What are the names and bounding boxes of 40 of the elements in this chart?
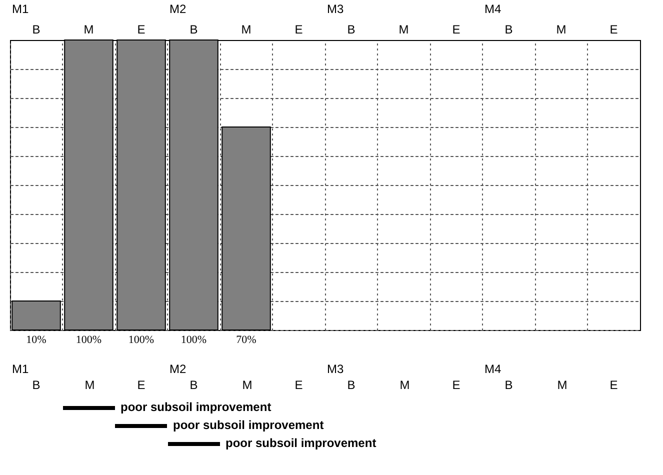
data-label: 100% xyxy=(76,334,102,346)
data-label: 70% xyxy=(236,334,256,346)
x-tick-label: M xyxy=(398,22,409,36)
x-tick-label: B xyxy=(32,22,40,36)
category-label: M xyxy=(400,378,410,392)
category-label: E xyxy=(610,378,618,392)
text: M1 xyxy=(12,2,29,16)
text: M2 xyxy=(170,2,186,16)
category-label: B xyxy=(504,378,513,392)
text: M4 xyxy=(484,362,502,376)
x-tick-label: B xyxy=(190,22,198,36)
text: poor subsoil improvement xyxy=(173,418,324,432)
text: M1 xyxy=(12,362,29,376)
x-tick-label: B xyxy=(347,22,356,36)
text: M3 xyxy=(327,362,344,376)
x-tick-label: E xyxy=(452,22,460,36)
x-tick-label: M xyxy=(241,22,252,36)
data-label: 10% xyxy=(26,334,46,346)
category-label: E xyxy=(137,378,146,392)
category-label: E xyxy=(294,378,303,392)
data-label: 100% xyxy=(180,334,207,346)
text: M3 xyxy=(327,2,344,16)
data-label: 100% xyxy=(128,334,154,346)
category-label: B xyxy=(347,378,356,392)
text: poor subsoil improvement xyxy=(226,436,376,450)
category-label: M xyxy=(557,378,568,392)
x-tick-label: E xyxy=(610,22,618,36)
text: M2 xyxy=(170,362,186,376)
x-tick-label: M xyxy=(84,22,94,36)
category-label: B xyxy=(190,378,198,392)
x-tick-label: B xyxy=(504,22,513,36)
category-label: M xyxy=(84,378,95,392)
x-tick-label: E xyxy=(137,22,146,36)
x-tick-label: M xyxy=(556,22,566,36)
text: M4 xyxy=(484,2,502,16)
category-label: B xyxy=(32,378,40,392)
x-tick-label: E xyxy=(294,22,303,36)
category-label: M xyxy=(242,378,252,392)
category-label: E xyxy=(452,378,460,392)
text: poor subsoil improvement xyxy=(120,400,272,414)
